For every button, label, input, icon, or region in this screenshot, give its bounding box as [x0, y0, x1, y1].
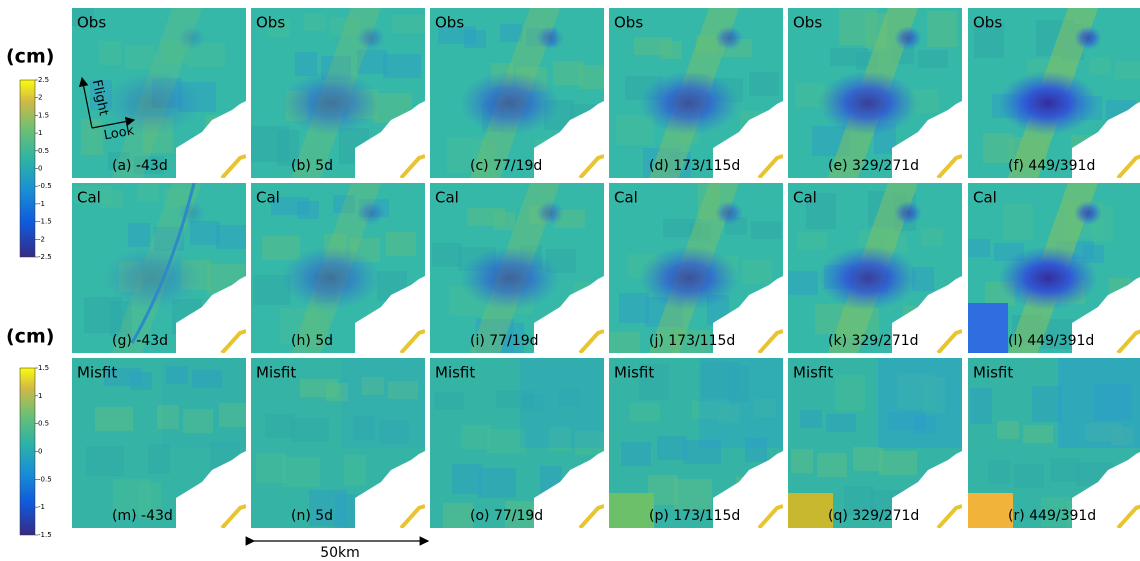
panel: Obs (e) 329/271d — [788, 8, 966, 178]
colorbar-tick-label: -1 — [38, 503, 45, 511]
panel-caption: (q) 329/271d — [828, 508, 919, 524]
panel-tag: Cal — [614, 189, 638, 207]
colorbar-tick-label: -1 — [38, 200, 45, 208]
panel: Cal (k) 329/271d — [788, 183, 962, 353]
panel: Misfit (p) 173/115d — [609, 358, 783, 528]
panel-image — [251, 358, 427, 530]
colorbar-tick-label: 0 — [38, 448, 42, 456]
panel: Cal (i) 77/19d — [430, 183, 604, 359]
panel-caption: (r) 449/391d — [1008, 508, 1096, 524]
panel-image — [251, 183, 425, 353]
colorbar: (cm) 2.5 2 1.5 1 0.5 0 -0.5 -1 -1.5 -2 -2.5 — [6, 46, 54, 262]
panel-caption: (n) 5d — [291, 508, 333, 524]
panel-tag: Misfit — [614, 364, 654, 382]
panel-caption: (a) -43d — [112, 158, 168, 174]
panel-caption: (j) 173/115d — [649, 333, 735, 349]
panel: Obs (d) 173/115d — [609, 8, 783, 188]
panel-tag: Misfit — [793, 364, 833, 382]
panel-tag: Cal — [435, 189, 459, 207]
panel-caption: (c) 77/19d — [470, 158, 542, 174]
panel-tag: Cal — [256, 189, 280, 207]
panel: Misfit (o) 77/19d — [430, 358, 605, 541]
panel-tag: Obs — [614, 14, 643, 32]
panel-tag: Obs — [435, 14, 464, 32]
panel-tag: Misfit — [973, 364, 1013, 382]
panel-caption: (o) 77/19d — [470, 508, 543, 524]
panel-image — [788, 358, 962, 528]
scale-label: 50km — [320, 545, 360, 561]
panel-caption: (l) 449/391d — [1008, 333, 1094, 349]
colorbar-tick-label: 1.5 — [38, 364, 49, 372]
panel-image — [72, 358, 249, 528]
colorbar-tick-label: 2 — [38, 94, 42, 102]
panel: Obs (c) 77/19d — [430, 8, 617, 178]
panel-image — [968, 358, 1140, 531]
colorbar-tick-label: 1.5 — [38, 111, 49, 119]
panel-tag: Cal — [793, 189, 817, 207]
panel-image — [430, 8, 617, 178]
colorbar-tick-label: 1 — [38, 129, 42, 137]
panel: Cal (j) 173/115d — [609, 183, 783, 368]
panel-image — [609, 358, 783, 528]
panel-caption: (g) -43d — [112, 333, 168, 349]
colorbar-tick-label: -2 — [38, 235, 45, 243]
colorbar-tick-label: 0.5 — [38, 147, 49, 155]
panel: Misfit (m) -43d — [72, 358, 249, 528]
panel-caption: (b) 5d — [291, 158, 333, 174]
panel-caption: (k) 329/271d — [828, 333, 919, 349]
panel-caption: (e) 329/271d — [828, 158, 919, 174]
panel-image — [968, 183, 1140, 353]
colorbar-tick-label: -1.5 — [38, 531, 52, 539]
figure: Obs (a) -43d Obs (b) 5d Obs (c) 77/19d Obs (d) … — [0, 0, 1140, 561]
colorbar-gradient — [20, 80, 35, 257]
panel-image — [788, 8, 966, 178]
panel: Cal (g) -43d — [72, 183, 254, 353]
scale-bar: 50km — [254, 541, 428, 561]
panel-image — [788, 183, 962, 353]
colorbar-tick-label: -1.5 — [38, 218, 52, 226]
panel-tag: Obs — [256, 14, 285, 32]
panel-caption: (f) 449/391d — [1008, 158, 1095, 174]
panel-caption: (d) 173/115d — [649, 158, 740, 174]
panel-image — [72, 183, 254, 353]
panel-tag: Obs — [77, 14, 106, 32]
panel: Cal (l) 449/391d — [968, 183, 1140, 353]
colorbar-tick-label: -0.5 — [38, 475, 52, 483]
panel-tag: Obs — [973, 14, 1002, 32]
panel-image — [251, 8, 430, 178]
panel: Cal (h) 5d — [251, 183, 425, 353]
panel-tag: Misfit — [435, 364, 475, 382]
panel-caption: (i) 77/19d — [470, 333, 539, 349]
panel-tag: Misfit — [256, 364, 296, 382]
colorbar: (cm) 1.5 1 0.5 0 -0.5 -1 -1.5 — [6, 326, 54, 540]
panel-caption: (p) 173/115d — [649, 508, 740, 524]
panel: Misfit (q) 329/271d — [788, 358, 962, 528]
panel: Obs (f) 449/391d — [968, 8, 1140, 178]
colorbar-tick-label: 0 — [38, 165, 42, 173]
colorbar-unit: (cm) — [6, 46, 54, 68]
panel-caption: (h) 5d — [291, 333, 333, 349]
panel: Obs (b) 5d — [251, 8, 430, 178]
colorbar-tick-label: 2.5 — [38, 76, 49, 84]
colorbar-gradient — [20, 368, 35, 535]
panel-image — [968, 8, 1140, 178]
colorbar-tick-label: 1 — [38, 392, 42, 400]
panel-tag: Obs — [793, 14, 822, 32]
panel: Misfit (r) 449/391d — [968, 358, 1140, 531]
panel-caption: (m) -43d — [112, 508, 173, 524]
colorbar-unit: (cm) — [6, 326, 54, 348]
colorbar-tick-label: -0.5 — [38, 182, 52, 190]
panel-tag: Misfit — [77, 364, 117, 382]
colorbar-tick-label: 0.5 — [38, 420, 49, 428]
panel-tag: Cal — [77, 189, 101, 207]
colorbar-tick-label: -2.5 — [38, 253, 52, 261]
panel: Misfit (n) 5d — [251, 358, 427, 530]
panel-tag: Cal — [973, 189, 997, 207]
